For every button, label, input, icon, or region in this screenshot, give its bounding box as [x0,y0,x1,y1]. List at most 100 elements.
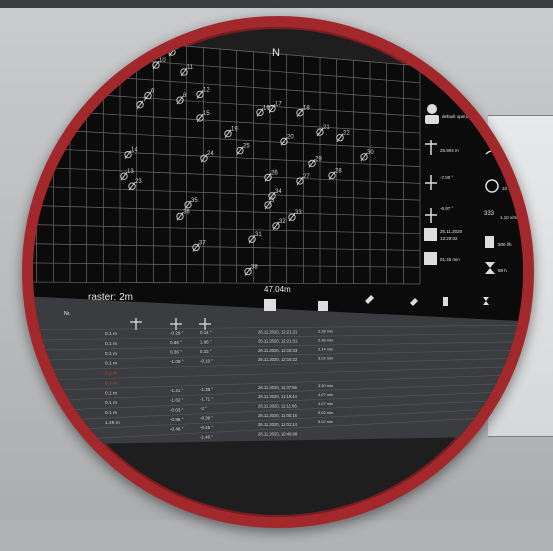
grid-line [33,51,421,84]
map-marker[interactable]: 16 [256,105,271,117]
tilt-x-col-icon [170,318,182,330]
map-marker[interactable]: 22 [336,131,351,143]
marker-label: 17 [275,102,282,108]
map-marker[interactable]: 2 [33,176,43,187]
map-marker[interactable]: 17 [268,102,283,113]
marker-layer: 1234567891011121314151617181920212223242… [33,45,375,276]
table-row[interactable]: 0.1 m [22,357,534,377]
map-marker[interactable]: 32 [272,219,287,231]
map-marker[interactable]: 1 [168,45,179,57]
map-marker[interactable]: 13 [120,169,135,181]
table-row[interactable]: -0.48 ° -0.45 ° 26.11.2020, 11:01:14 5.02 m… [22,407,534,432]
marker-circle [33,178,40,187]
map-marker[interactable]: 27 [296,174,311,186]
map-marker[interactable]: 10 [152,58,167,70]
marker-circle [308,159,316,167]
map-marker[interactable]: 21 [316,125,331,137]
grid-line [33,71,421,100]
marker-stroke [224,129,232,138]
marker-stroke [280,137,288,146]
table-cell: 4.07 min [318,401,333,406]
table-cell: -0.48 ° [170,427,184,432]
table-cell: 0.1 m [105,361,117,367]
map-marker[interactable]: 5 [96,59,107,70]
marker-stroke [72,84,80,93]
map-marker[interactable]: 24 [200,151,215,163]
grid-line [33,90,421,117]
data-table: 0.1 m -0.28 ° 0.14 ° 26.11.2020, 12:21:31 2.… [22,324,534,442]
map-marker[interactable]: 7 [136,98,147,109]
grid-line [33,205,421,218]
marker-label: 6 [151,89,155,95]
table-cell: 1.49 m [105,420,120,426]
table-cell: -1.62 ° [170,398,184,403]
map-marker[interactable]: 28 [328,169,343,180]
table-cell: 26.11.2020, 12:18:33 [258,348,298,353]
table-cell: 26.11.2020, 11:01:14 [258,422,298,427]
table-row[interactable]: 0.1 m 0.86 ° 1.66 ° 26.11.2020, 12:21:31 2.3… [22,333,534,347]
signal-icon [485,150,499,155]
map-marker[interactable]: 26 [264,170,279,182]
marker-circle [328,171,336,180]
map-marker[interactable]: 19 [224,127,239,138]
marker-circle [272,222,280,230]
map-marker[interactable]: 31 [248,232,263,244]
marker-stroke [144,91,152,100]
map-marker[interactable]: 9 [72,81,83,93]
map-marker[interactable]: 3 [264,198,275,210]
row-separator [33,415,523,442]
table-cell: 26.11.2020, 10:49:08 [258,431,298,436]
table-row[interactable]: -1.40 ° 26.11.2020, 10:49:08 [22,415,534,442]
map-marker[interactable]: 14 [124,148,139,159]
marker-circle [196,114,204,122]
map-marker[interactable]: 33 [288,210,303,222]
map-marker[interactable]: 34 [268,189,283,201]
row-separator [33,349,523,361]
map-marker[interactable]: 4 [88,90,99,102]
marker-stroke [33,178,40,187]
map-marker[interactable]: 36 [176,209,191,221]
table-row[interactable]: 0.1 m -1.21 ° -1.38 ° 26.11.2020, 11:37:56 3… [22,374,534,396]
marker-label: 34 [275,189,282,195]
grid-line [33,185,421,201]
map-marker[interactable]: 15 [196,111,211,123]
marker-circle [124,150,132,159]
map-marker[interactable]: 37 [192,240,207,252]
table-row[interactable]: 0.1 m -1.09 ° -0.10 ° 26.11.2020, 12:16:22 3… [22,349,534,367]
top-bar [0,0,553,8]
grid-line [33,147,421,167]
marker-stroke [268,104,276,113]
table-row[interactable]: 0.1 m -0.28 ° 0.14 ° 26.11.2020, 12:21:31 2.… [22,324,534,337]
map-marker[interactable]: 35 [184,198,199,210]
map-marker[interactable]: 23 [128,179,143,191]
map-marker[interactable]: 38 [244,265,259,276]
operator-icon [425,104,439,124]
map-marker[interactable]: 29 [308,156,323,168]
map-marker[interactable]: 20 [280,134,295,146]
table-cell: 3.30 min [318,383,333,388]
table-row[interactable]: 0.1 m [22,366,534,386]
marker-label: 8 [183,93,187,99]
marker-circle [268,192,276,200]
map-marker[interactable]: 11 [180,65,194,77]
table-cell: 0.1 m [105,341,117,347]
map-marker[interactable]: 8 [176,93,187,105]
map-marker[interactable]: 18 [296,106,311,117]
table-cell: 0.1 m [105,371,117,377]
table-row[interactable]: 0.1 m -1.62 ° -1.71 ° 26.11.2020, 11:19:44 4… [22,382,534,406]
map-marker[interactable]: 12 [196,87,211,99]
grid-line [33,109,421,134]
map-marker[interactable]: 25 [236,144,251,155]
marker-circle [268,104,276,113]
marker-stroke [184,200,192,210]
table-row[interactable]: 0.1 m -0.03 ° -2 ° 26.11.2020, 11:11:06 4.07… [22,390,534,416]
fuel-value: 300 l/h [498,242,512,247]
marker-label: 3 [271,198,275,204]
table-cell: 0.1 m [105,351,117,357]
map-marker[interactable]: 6 [144,89,155,100]
table-cell: 0.86 ° [170,340,182,345]
marker-circle [72,84,80,92]
table-row[interactable]: 1.49 m -0.86 ° -0.39 ° 26.11.2020, 11:05:16… [22,399,534,426]
table-row[interactable]: 0.1 m 0.36 ° 0.33 ° 26.11.2020, 12:18:33 2.1… [22,341,534,357]
map-marker[interactable]: 30 [360,150,375,162]
